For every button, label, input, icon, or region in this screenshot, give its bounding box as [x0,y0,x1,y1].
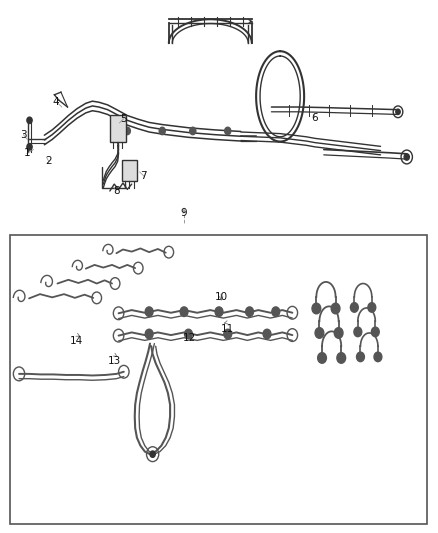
Circle shape [215,307,223,317]
Circle shape [374,352,382,362]
Text: 14: 14 [70,336,83,346]
Text: 7: 7 [141,171,147,181]
Circle shape [225,127,231,135]
Circle shape [331,303,340,314]
Circle shape [124,127,131,135]
Bar [11,235,427,524]
Text: 3: 3 [20,130,27,140]
Bar [110,115,126,142]
Text: 6: 6 [311,112,318,123]
Bar [122,160,138,181]
Circle shape [371,327,379,337]
Circle shape [159,127,165,135]
Text: 8: 8 [113,186,120,196]
Circle shape [357,352,364,362]
Circle shape [272,307,280,317]
Circle shape [404,154,410,160]
Circle shape [190,127,196,135]
Text: 1: 1 [24,148,30,158]
Circle shape [350,303,358,312]
Circle shape [180,307,188,317]
Text: 12: 12 [183,333,196,343]
Circle shape [145,307,153,317]
Text: 9: 9 [180,208,187,219]
Circle shape [396,109,400,115]
Circle shape [224,329,232,339]
Text: 10: 10 [215,292,228,302]
Circle shape [312,303,321,314]
Circle shape [27,144,32,150]
Circle shape [246,307,254,317]
Text: 2: 2 [46,156,52,166]
Circle shape [145,329,153,339]
Text: 11: 11 [221,324,234,334]
Circle shape [318,353,326,364]
Text: 13: 13 [108,356,121,366]
Circle shape [263,329,271,339]
Text: 5: 5 [120,114,127,124]
Circle shape [315,328,324,338]
Circle shape [334,328,343,338]
Circle shape [27,117,32,124]
Circle shape [150,451,155,457]
Circle shape [368,303,376,312]
Circle shape [184,329,192,339]
Circle shape [337,353,346,364]
Circle shape [354,327,362,337]
Text: 4: 4 [53,96,60,107]
